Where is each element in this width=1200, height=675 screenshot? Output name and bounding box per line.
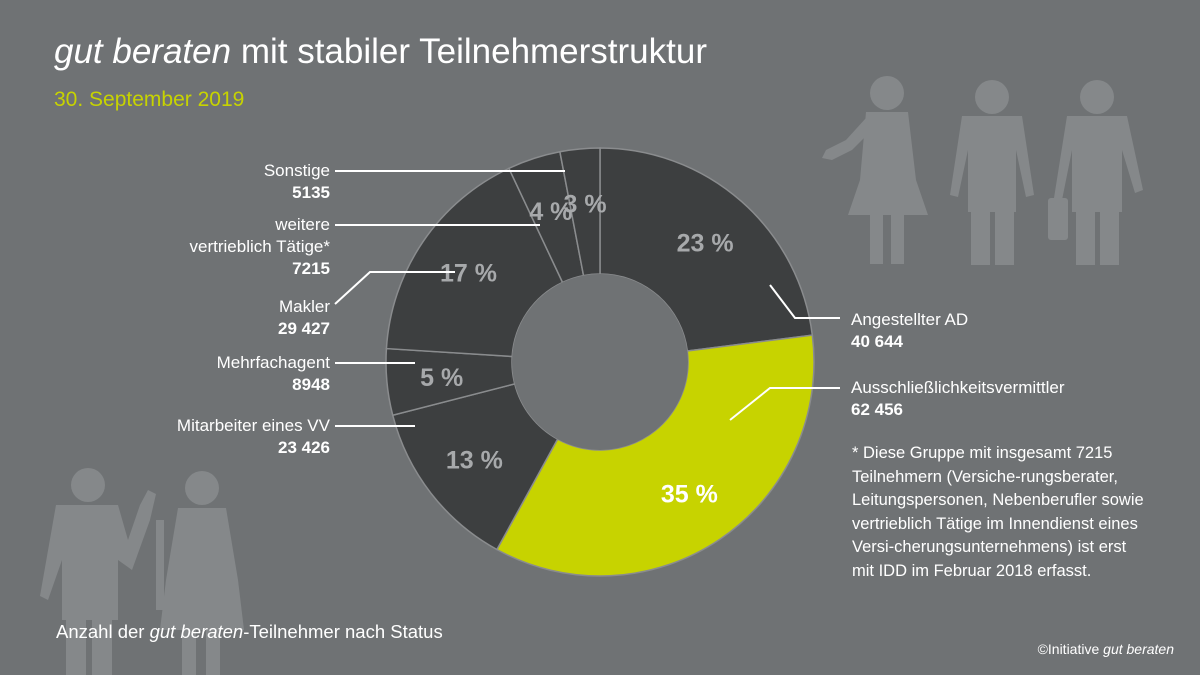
percent-label-3: 5 % <box>420 364 463 392</box>
leader-line-angestellter <box>769 284 840 319</box>
percent-label-4: 17 % <box>440 260 497 288</box>
donut-slices <box>385 147 815 577</box>
copyright: ©Initiative gut beraten <box>1037 641 1174 657</box>
footnote: * Diese Gruppe mit insgesamt 7215 Teilne… <box>852 444 1144 580</box>
leader-line-makler <box>334 271 455 305</box>
page-subtitle: 30. September 2019 <box>54 88 245 111</box>
percent-labels: 23 % 35 % 13 % 5 % 17 % 4 %3 % <box>420 191 733 509</box>
people-silhouettes-bottom-left-icon <box>40 468 244 675</box>
leader-line-ausschliess <box>729 387 840 421</box>
percent-label-0: 23 % <box>677 230 734 258</box>
label-ausschliesslichkeitsvermittler: Ausschließlichkeitsvermittler 62 456 <box>851 378 1065 419</box>
percent-label-5: 4 % <box>529 198 572 226</box>
donut-hole <box>512 274 688 450</box>
label-weitere-vertrieblich: weitere vertrieblich Tätige* 7215 <box>189 215 330 278</box>
percent-label-1: 35 % <box>661 481 718 509</box>
leader-lines <box>334 170 840 427</box>
label-angestellter-ad: Angestellter AD 40 644 <box>851 310 969 351</box>
label-makler: Makler 29 427 <box>278 297 330 338</box>
label-mehrfachagent: Mehrfachagent 8948 <box>216 353 330 394</box>
label-sonstige: Sonstige 5135 <box>263 161 330 202</box>
chart-caption: Anzahl der gut beraten-Teilnehmer nach S… <box>56 621 443 642</box>
percent-label-6: 3 % <box>563 191 606 219</box>
label-mitarbeiter-vv: Mitarbeiter eines VV 23 426 <box>176 416 330 457</box>
percent-label-2: 13 % <box>446 446 503 474</box>
page-title: gut beraten mit stabiler Teilnehmerstruk… <box>54 32 707 71</box>
people-silhouettes-top-right-icon <box>822 76 1143 265</box>
